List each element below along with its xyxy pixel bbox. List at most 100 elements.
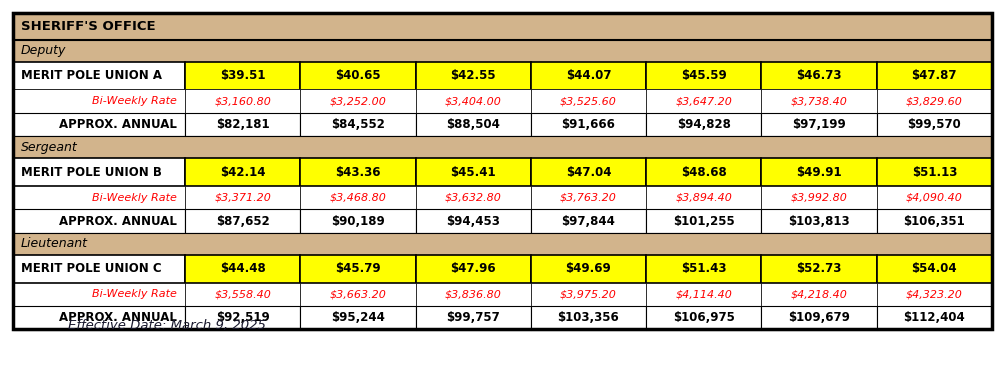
Bar [13,113,185,136]
Bar [877,255,992,282]
Text: $106,975: $106,975 [673,311,734,324]
Text: $45.79: $45.79 [335,262,381,275]
Text: $91,666: $91,666 [561,118,615,131]
Bar [762,113,877,136]
Bar [877,282,992,306]
Bar [416,255,531,282]
Bar [13,306,185,330]
Bar [301,90,416,113]
Bar [762,306,877,330]
Text: $49.69: $49.69 [565,262,611,275]
Text: $47.87: $47.87 [912,69,957,82]
Text: $87,652: $87,652 [215,215,270,228]
Text: $3,160.80: $3,160.80 [214,96,272,106]
Text: $99,570: $99,570 [908,118,961,131]
Bar [531,306,646,330]
Bar [877,113,992,136]
Bar [13,40,992,62]
Bar [531,62,646,90]
Text: Lieutenant: Lieutenant [21,237,88,251]
Text: $103,813: $103,813 [789,215,850,228]
Bar [13,13,992,330]
Bar [13,233,992,255]
Text: APPROX. ANNUAL: APPROX. ANNUAL [59,215,177,228]
Bar [301,282,416,306]
Text: MERIT POLE UNION A: MERIT POLE UNION A [21,69,162,82]
Text: $94,453: $94,453 [446,215,500,228]
Bar [301,209,416,233]
Text: $49.91: $49.91 [797,166,842,179]
Text: $3,252.00: $3,252.00 [330,96,387,106]
Text: $3,829.60: $3,829.60 [906,96,963,106]
Bar [646,306,762,330]
Text: $42.55: $42.55 [451,69,496,82]
Bar [301,62,416,90]
Bar [416,282,531,306]
Bar [531,186,646,209]
Bar [416,158,531,186]
Bar [646,186,762,209]
Text: $45.41: $45.41 [451,166,496,179]
Text: $47.96: $47.96 [451,262,496,275]
Text: $94,828: $94,828 [676,118,730,131]
Bar [13,136,992,158]
Bar [762,282,877,306]
Bar [301,306,416,330]
Bar [13,158,185,186]
Bar [185,113,301,136]
Text: $3,975.20: $3,975.20 [560,289,617,299]
Text: $92,519: $92,519 [215,311,270,324]
Text: $4,218.40: $4,218.40 [791,289,848,299]
Text: $82,181: $82,181 [215,118,270,131]
Bar [762,209,877,233]
Bar [13,209,185,233]
Text: $3,763.20: $3,763.20 [560,193,617,203]
Bar [301,186,416,209]
Text: $3,663.20: $3,663.20 [330,289,387,299]
Bar [762,186,877,209]
Text: $3,468.80: $3,468.80 [330,193,387,203]
Bar [185,282,301,306]
Bar [301,158,416,186]
Text: APPROX. ANNUAL: APPROX. ANNUAL [59,118,177,131]
Bar [762,62,877,90]
Text: $97,199: $97,199 [793,118,846,131]
Text: $40.65: $40.65 [335,69,381,82]
Text: $39.51: $39.51 [219,69,266,82]
Text: Bi-Weekly Rate: Bi-Weekly Rate [92,96,177,106]
Bar [877,62,992,90]
Bar [877,186,992,209]
Text: $54.04: $54.04 [912,262,957,275]
Text: $51.43: $51.43 [681,262,726,275]
Text: $88,504: $88,504 [446,118,500,131]
Bar [646,90,762,113]
Bar [646,255,762,282]
Bar [646,209,762,233]
Text: $3,992.80: $3,992.80 [791,193,848,203]
Text: $84,552: $84,552 [331,118,385,131]
Text: $90,189: $90,189 [331,215,385,228]
Bar [13,282,185,306]
Text: MERIT POLE UNION B: MERIT POLE UNION B [21,166,162,179]
Bar [13,13,992,40]
Text: $3,738.40: $3,738.40 [791,96,848,106]
Text: Sergeant: Sergeant [21,141,78,154]
Bar [185,158,301,186]
Bar [13,90,185,113]
Bar [185,306,301,330]
Text: $109,679: $109,679 [789,311,850,324]
Text: $4,323.20: $4,323.20 [906,289,963,299]
Bar [13,186,185,209]
Bar [646,113,762,136]
Text: Bi-Weekly Rate: Bi-Weekly Rate [92,289,177,299]
Text: $52.73: $52.73 [797,262,842,275]
Bar [531,158,646,186]
Text: $47.04: $47.04 [566,166,611,179]
Bar [301,255,416,282]
Text: $48.68: $48.68 [681,166,726,179]
Bar [762,90,877,113]
Bar [646,62,762,90]
Text: $4,114.40: $4,114.40 [675,289,732,299]
Text: $46.73: $46.73 [797,69,842,82]
Text: $112,404: $112,404 [904,311,965,324]
